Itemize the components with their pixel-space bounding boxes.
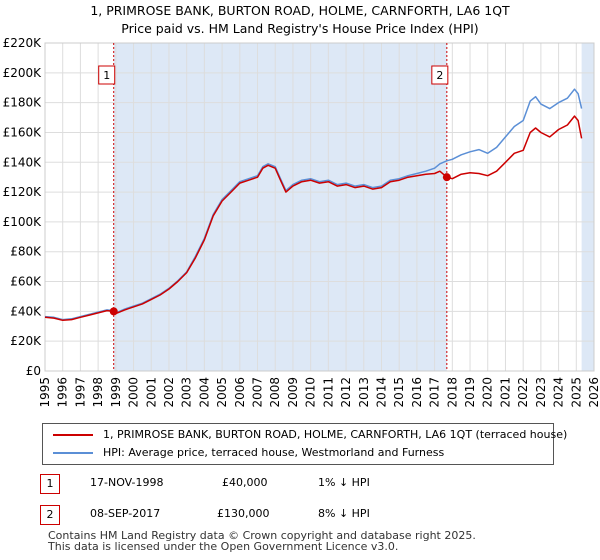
- shaded-region: [113, 43, 447, 371]
- transaction-hpi-diff: 8% ↓ HPI: [318, 507, 370, 520]
- legend: 1, PRIMROSE BANK, BURTON ROAD, HOLME, CA…: [42, 423, 567, 465]
- x-tick-label: 2016: [410, 377, 424, 408]
- x-tick-label: 2009: [286, 377, 300, 408]
- transaction-row: 1 17-NOV-1998 £40,000 1% ↓ HPI: [40, 474, 560, 494]
- x-tick-label: 1997: [73, 377, 87, 408]
- x-tick-label: 1999: [109, 377, 123, 408]
- transaction-number: 2: [40, 505, 60, 525]
- x-tick-label: 2008: [268, 377, 282, 408]
- x-tick-label: 2007: [251, 377, 265, 408]
- x-tick-label: 2023: [534, 377, 548, 408]
- x-tick-label: 2006: [233, 377, 247, 408]
- x-tick-label: 2015: [392, 377, 406, 408]
- x-tick-label: 2019: [463, 377, 477, 408]
- transaction-date: 17-NOV-1998: [90, 476, 164, 489]
- x-tick-label: 1995: [38, 377, 52, 408]
- y-tick-label: £80K: [10, 245, 42, 259]
- x-tick-label: 1998: [91, 377, 105, 408]
- x-tick-label: 2001: [144, 377, 158, 408]
- series-line-property: [44, 115, 583, 322]
- annotation-box: [98, 65, 116, 85]
- x-tick-label: 2013: [357, 377, 371, 408]
- footer-copyright: Contains HM Land Registry data © Crown c…: [48, 529, 476, 542]
- transaction-price: £40,000: [222, 476, 268, 489]
- transaction-number: 1: [40, 474, 60, 494]
- x-tick-label: 2018: [445, 377, 459, 408]
- price-chart: £0 £20K £40K £60K £80K £100K £120K £140K £160K £1…: [3, 36, 600, 408]
- x-tick-label: 2003: [180, 377, 194, 408]
- x-tick-label: 2026: [587, 377, 600, 408]
- x-tick-label: 2000: [127, 377, 141, 408]
- x-tick-label: 2024: [552, 377, 566, 408]
- y-tick-label: £140K: [3, 155, 43, 169]
- transaction-price: £130,000: [217, 507, 270, 520]
- transaction-hpi-diff: 1% ↓ HPI: [318, 476, 370, 489]
- annotation-label: 1: [103, 69, 110, 82]
- legend-swatch-hpi: [53, 452, 93, 454]
- plot-border: [44, 42, 595, 372]
- annotation-label: 2: [436, 69, 443, 82]
- y-tick-label: £160K: [3, 125, 43, 139]
- y-tick-label: £120K: [3, 185, 43, 199]
- x-tick-label: 2021: [498, 377, 512, 408]
- y-tick-label: £180K: [3, 96, 43, 110]
- transaction-date: 08-SEP-2017: [90, 507, 161, 520]
- x-tick-label: 2012: [339, 377, 353, 408]
- x-tick-label: 2010: [304, 377, 318, 408]
- chart-title-line1: 1, PRIMROSE BANK, BURTON ROAD, HOLME, CA…: [90, 3, 510, 18]
- y-tick-label: £20K: [10, 334, 42, 348]
- transaction-row: 2 08-SEP-2017 £130,000 8% ↓ HPI: [40, 505, 560, 525]
- y-tick-label: £220K: [3, 36, 43, 50]
- y-tick-label: £40K: [10, 304, 42, 318]
- sale-point: [109, 307, 118, 316]
- y-tick-label: £100K: [3, 215, 43, 229]
- y-tick-label: £60K: [10, 275, 42, 289]
- x-tick-label: 2025: [569, 377, 583, 408]
- legend-label-hpi: HPI: Average price, terraced house, West…: [103, 446, 445, 459]
- shaded-region: [581, 43, 594, 371]
- x-tick-label: 2004: [197, 377, 211, 408]
- x-tick-label: 2011: [321, 377, 335, 408]
- y-tick-label: £200K: [3, 66, 43, 80]
- y-tick-label: £0: [26, 364, 41, 378]
- x-tick-label: 2002: [162, 377, 176, 408]
- legend-swatch-property: [53, 434, 93, 436]
- x-tick-label: 2022: [516, 377, 530, 408]
- legend-label-property: 1, PRIMROSE BANK, BURTON ROAD, HOLME, CA…: [103, 428, 568, 441]
- x-tick-label: 2017: [428, 377, 442, 408]
- x-tick-label: 2014: [374, 377, 388, 408]
- x-tick-label: 2005: [215, 377, 229, 408]
- footer-licence: This data is licensed under the Open Gov…: [48, 540, 399, 553]
- x-tick-label: 1996: [56, 377, 70, 408]
- x-tick-label: 2020: [481, 377, 495, 408]
- footer: Contains HM Land Registry data © Crown c…: [48, 530, 476, 552]
- chart-title-line2: Price paid vs. HM Land Registry's House …: [121, 21, 479, 36]
- annotation-box: [431, 65, 449, 85]
- sale-point: [442, 173, 451, 182]
